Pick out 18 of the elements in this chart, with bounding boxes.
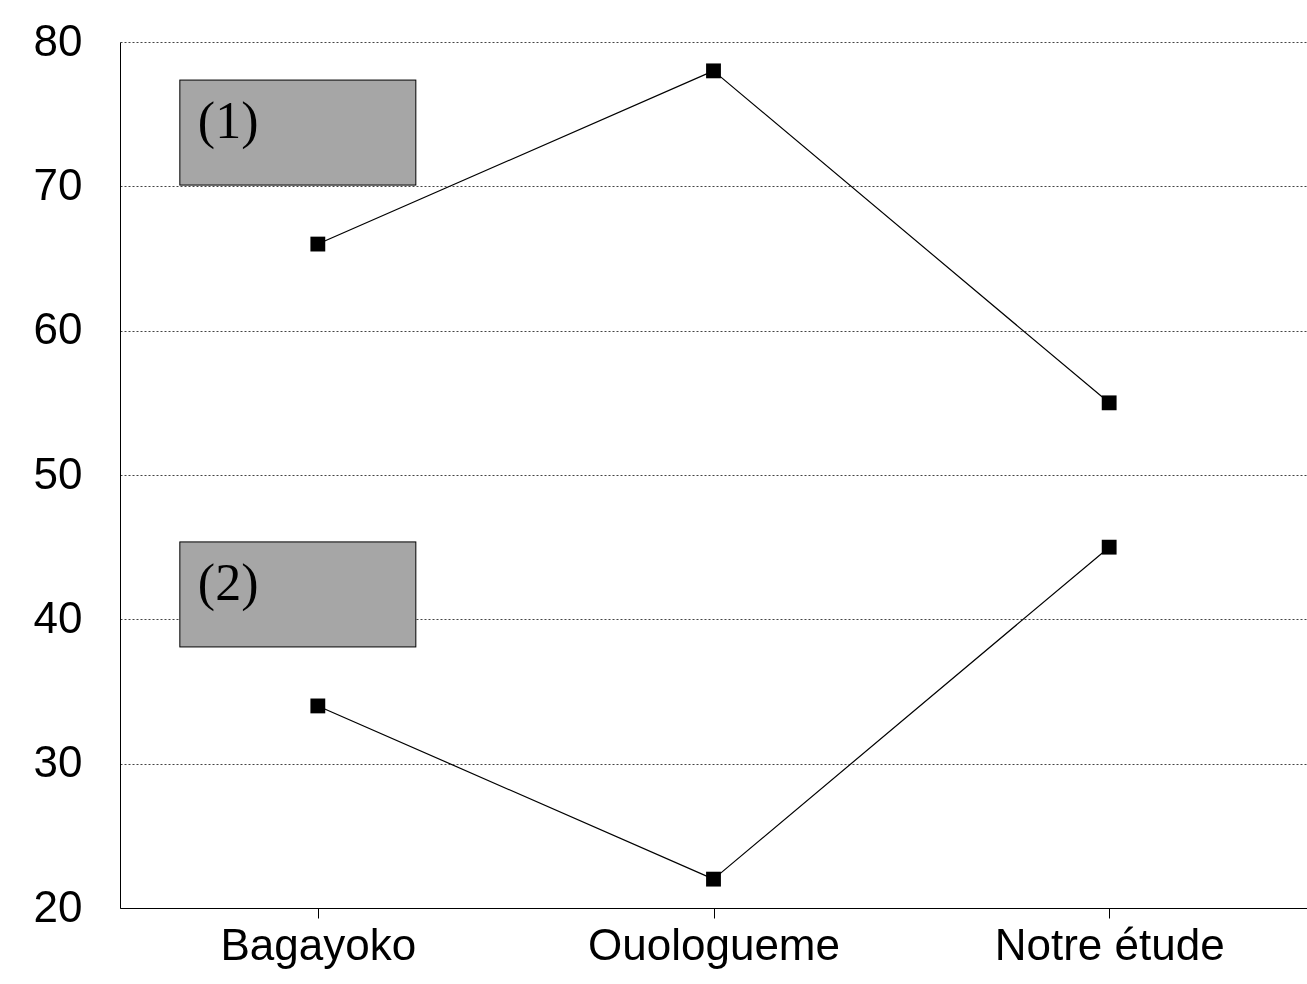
y-tick-label: 50 <box>33 448 83 498</box>
series-label: (1) <box>197 92 259 151</box>
y-tick-label: 70 <box>33 159 83 209</box>
point <box>706 63 721 79</box>
point <box>310 236 326 252</box>
y-tick-label: 30 <box>33 737 83 787</box>
x-tick-label: Ouologueme <box>588 919 840 969</box>
y-tick-label: 80 <box>33 15 83 65</box>
x-tick-label: Bagayoko <box>220 919 417 969</box>
point <box>1101 395 1117 411</box>
y-tick-label: 20 <box>33 881 83 931</box>
x-tick-label: Notre étude <box>994 919 1225 969</box>
point <box>310 698 326 714</box>
series-label: (2) <box>197 553 259 612</box>
y-tick-label: 40 <box>33 592 83 642</box>
point <box>706 871 721 887</box>
point <box>1101 539 1117 555</box>
y-tick-label: 60 <box>33 304 83 354</box>
